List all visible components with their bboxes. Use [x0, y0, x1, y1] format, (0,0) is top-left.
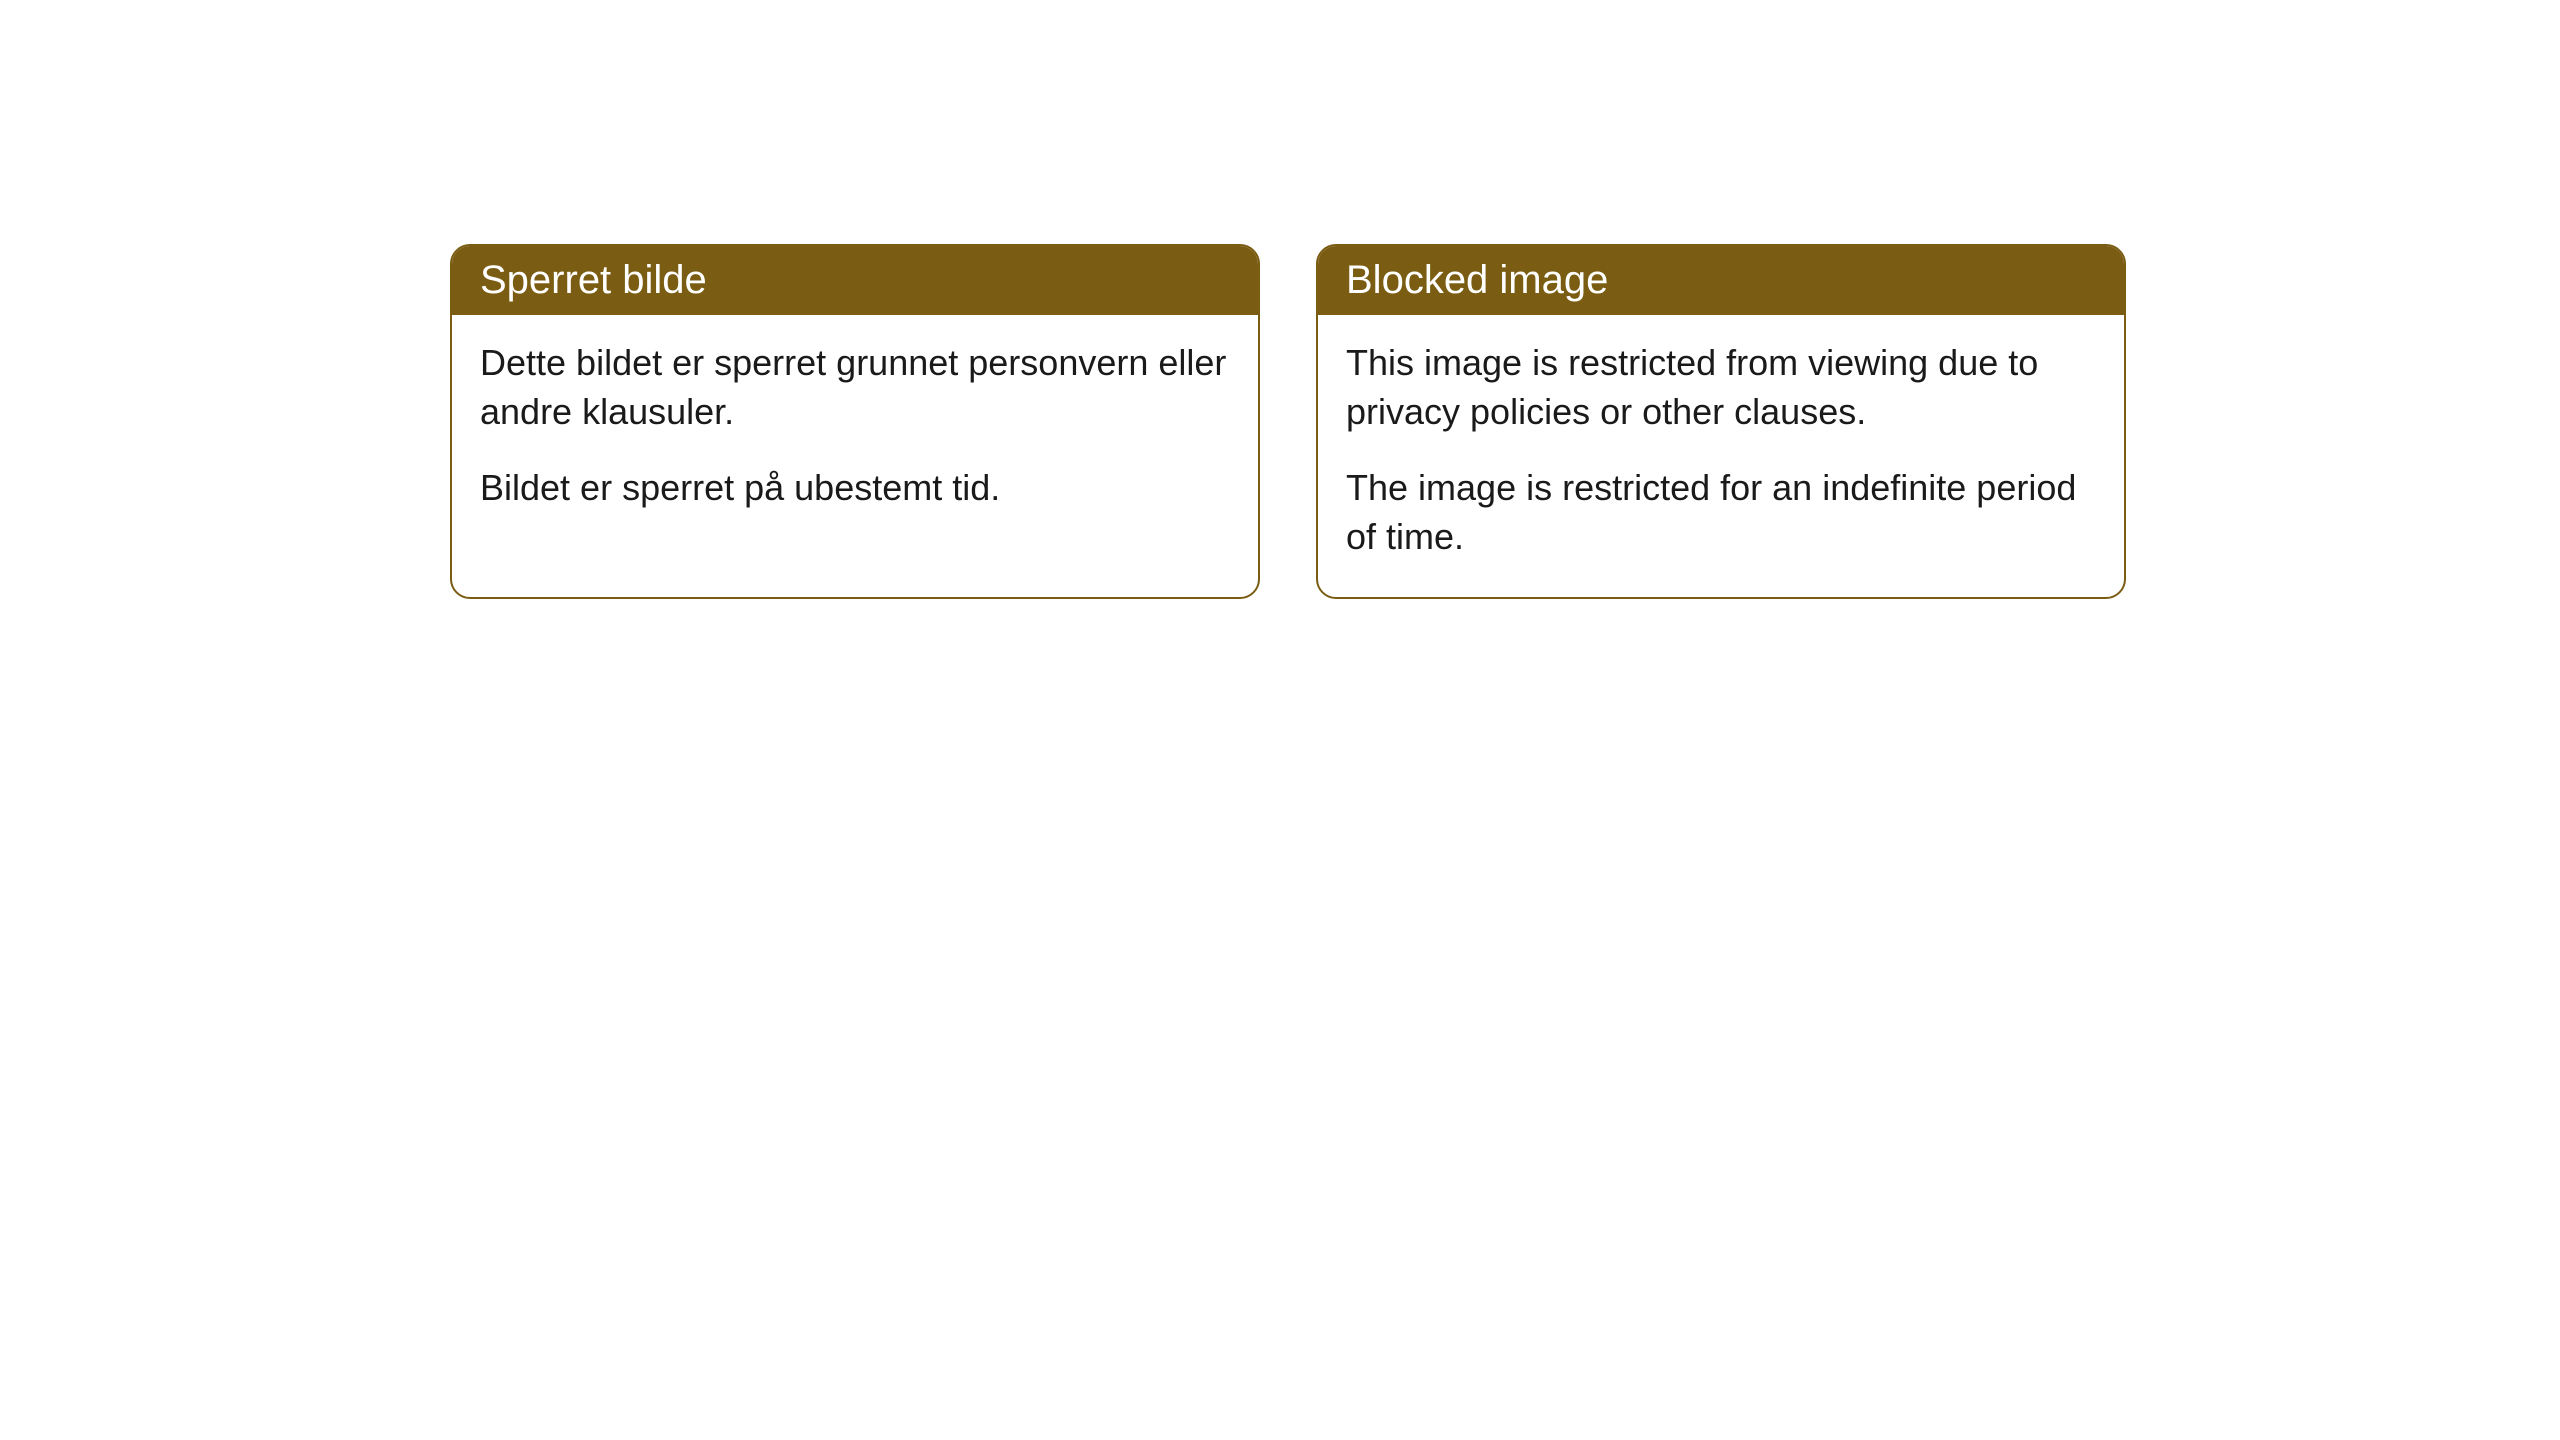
card-title: Blocked image: [1318, 246, 2124, 315]
blocked-image-card-english: Blocked image This image is restricted f…: [1316, 244, 2126, 599]
card-paragraph: This image is restricted from viewing du…: [1346, 339, 2096, 436]
card-paragraph: Dette bildet er sperret grunnet personve…: [480, 339, 1230, 436]
cards-container: Sperret bilde Dette bildet er sperret gr…: [0, 0, 2560, 599]
card-title: Sperret bilde: [452, 246, 1258, 315]
card-body: Dette bildet er sperret grunnet personve…: [452, 315, 1258, 549]
blocked-image-card-norwegian: Sperret bilde Dette bildet er sperret gr…: [450, 244, 1260, 599]
card-paragraph: The image is restricted for an indefinit…: [1346, 464, 2096, 561]
card-body: This image is restricted from viewing du…: [1318, 315, 2124, 597]
card-paragraph: Bildet er sperret på ubestemt tid.: [480, 464, 1230, 513]
